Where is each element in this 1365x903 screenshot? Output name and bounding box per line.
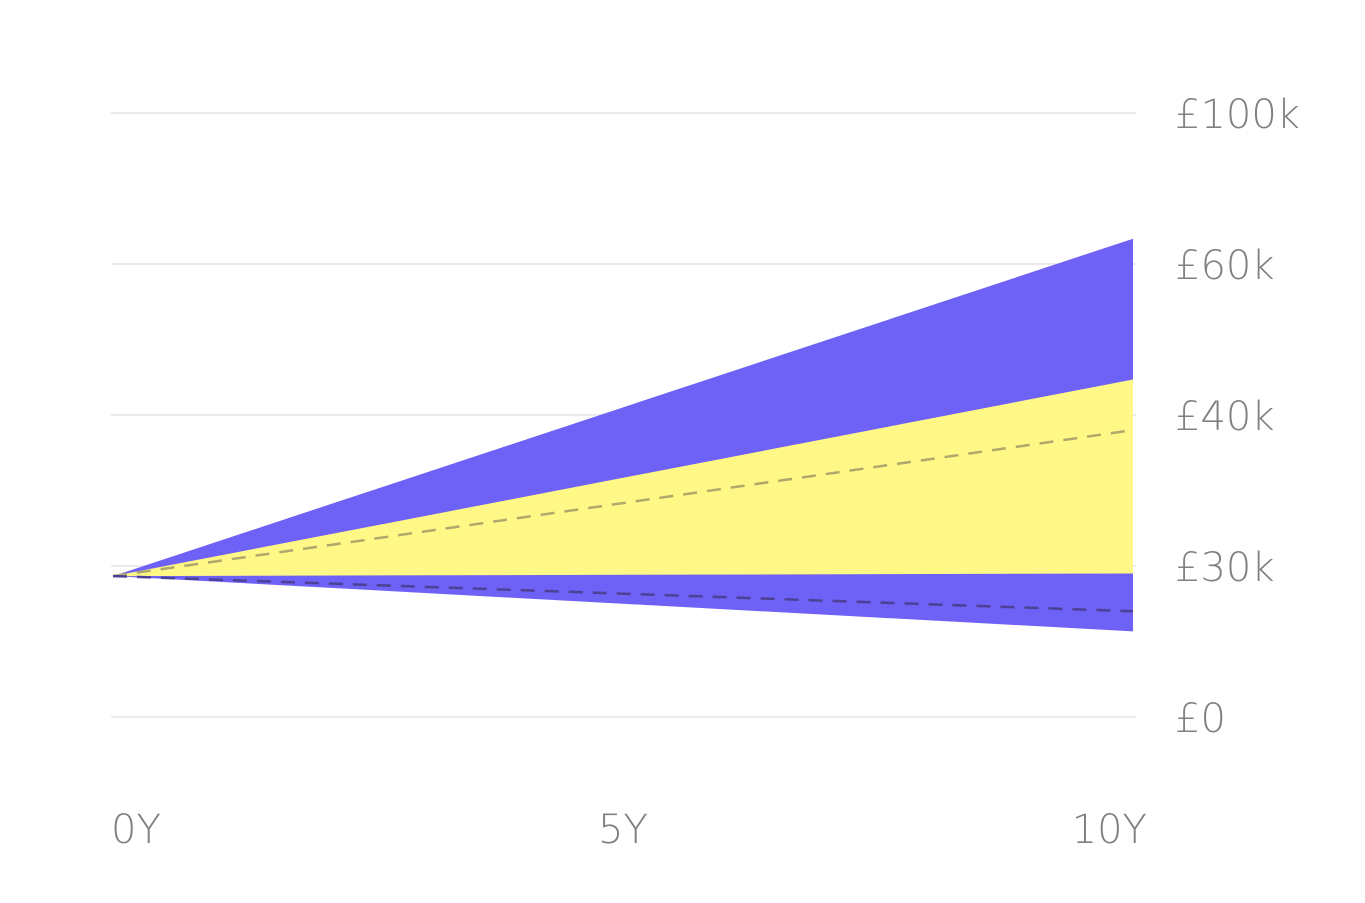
y-tick-label: £0 [1175,696,1226,742]
y-tick-label: £100k [1175,92,1300,138]
y-tick-label: £60k [1175,243,1275,289]
y-tick-label: £30k [1175,545,1275,591]
projection-lines [112,428,1134,613]
median-dashed-line [112,428,1134,578]
x-tick-label: 0Y [111,807,161,853]
low-dashed-line [112,574,1134,613]
y-tick-label: £40k [1175,394,1275,440]
projection-bands [113,238,1133,632]
y-axis-ticks: £100k £60k £40k £30k £0 [1175,92,1300,742]
x-tick-label: 10Y [1072,807,1147,853]
x-tick-label: 5Y [598,807,648,853]
x-axis-ticks: 0Y 5Y 10Y [111,807,1147,853]
inner-band [113,379,1133,577]
